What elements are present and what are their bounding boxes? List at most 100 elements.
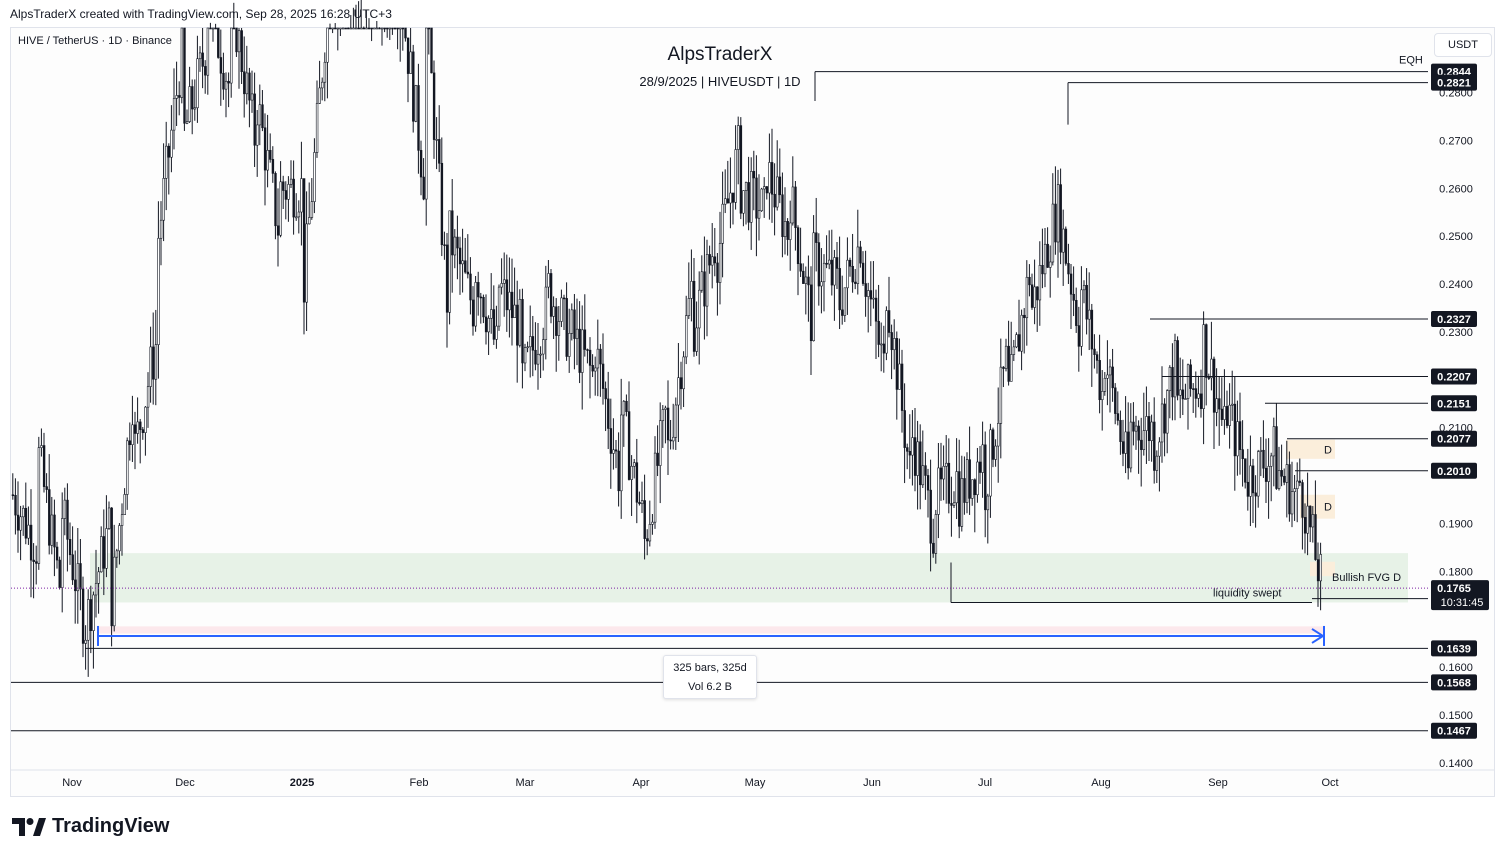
candle-body	[968, 459, 971, 499]
candle-body	[924, 465, 927, 476]
candle-body	[929, 489, 932, 544]
candle-body	[1272, 426, 1276, 457]
candle-body	[635, 462, 639, 503]
candle-body	[1116, 413, 1120, 421]
candle-body	[1101, 391, 1104, 401]
symbol-line[interactable]: HIVE / TetherUS · 1D · Binance	[18, 35, 172, 47]
candle-body	[731, 192, 735, 203]
candle-body	[222, 72, 225, 90]
candle-body	[1012, 346, 1016, 355]
candle-body	[1194, 388, 1198, 399]
candle-body	[643, 500, 646, 539]
y-tick-label: 0.1600	[1439, 662, 1473, 674]
candle-body	[851, 265, 854, 283]
price-tag-text: 0.2821	[1437, 78, 1471, 90]
candle-body	[1106, 374, 1109, 379]
candle-body	[315, 103, 319, 153]
candle-body	[562, 297, 566, 300]
candle-body	[1158, 441, 1161, 457]
candle-body	[469, 273, 472, 301]
candle-body	[900, 363, 904, 411]
candle-body	[1251, 465, 1255, 494]
candle-body	[133, 424, 137, 434]
candle-body	[279, 181, 282, 236]
candle-body	[617, 450, 620, 492]
candle-body	[1220, 408, 1224, 420]
candle-body	[1145, 416, 1148, 431]
current-price-text: 0.1765	[1437, 583, 1471, 595]
candle-body	[1228, 404, 1231, 426]
candle-body	[685, 315, 688, 358]
currency-button[interactable]: USDT	[1434, 33, 1492, 57]
candle-body	[66, 499, 69, 540]
candle-body	[253, 93, 256, 146]
candle-body	[245, 72, 249, 95]
candle-body	[898, 363, 901, 390]
candle-body	[269, 150, 272, 160]
candle-body	[690, 280, 693, 299]
candle-body	[458, 247, 462, 265]
candle-body	[1290, 491, 1294, 515]
candle-body	[1280, 470, 1283, 477]
candle-body	[1316, 559, 1320, 582]
candle-body	[869, 290, 873, 300]
candle-body	[393, 27, 397, 30]
candle-body	[440, 162, 444, 246]
candle-body	[1103, 377, 1107, 392]
candle-body	[1023, 314, 1026, 319]
candle-body	[872, 297, 875, 300]
candle-body	[40, 445, 43, 448]
candle-body	[854, 281, 857, 284]
candle-body	[305, 223, 308, 303]
candle-body	[555, 306, 558, 336]
candle-body	[952, 502, 956, 506]
candle-body	[578, 328, 581, 373]
measure-arrow-head	[1311, 628, 1325, 644]
candle-body	[1275, 426, 1278, 489]
price-tag-0.2077	[1431, 430, 1477, 447]
candle-body	[1298, 480, 1302, 483]
candle-body	[484, 316, 488, 333]
candle-body	[362, 27, 366, 30]
candle-body	[984, 444, 987, 511]
price-tag-0.2821	[1431, 74, 1477, 91]
candle-body	[1231, 403, 1234, 406]
candle-body	[1025, 276, 1029, 319]
candle-body	[375, 27, 379, 30]
candle-body	[916, 441, 919, 476]
candle-body	[1202, 324, 1205, 409]
price-tag-text: 0.1467	[1437, 726, 1471, 738]
candle-body	[373, 27, 376, 30]
candle-body	[778, 176, 782, 196]
candle-body	[1132, 421, 1135, 432]
candle-body	[726, 198, 730, 204]
candle-body	[120, 514, 124, 526]
candle-body	[599, 348, 602, 365]
candle-body	[466, 271, 470, 275]
candle-body	[1080, 289, 1083, 347]
candle-body	[1254, 492, 1257, 497]
candle-body	[1147, 416, 1151, 442]
candle-body	[846, 259, 849, 289]
candle-body	[435, 139, 438, 141]
candle-body	[965, 459, 969, 503]
y-tick-label: 0.1400	[1439, 758, 1473, 770]
candle-body	[1114, 387, 1117, 414]
candle-body	[796, 227, 800, 265]
candle-body	[170, 129, 173, 158]
fvg-zone-bullish	[1310, 561, 1335, 577]
candle-body	[1075, 299, 1078, 326]
candle-body	[448, 210, 451, 313]
candle-body	[666, 407, 670, 441]
candle-body	[661, 409, 665, 422]
candle-body	[575, 328, 579, 339]
candle-body	[744, 182, 748, 191]
tradingview-brand[interactable]: TradingView	[12, 815, 169, 838]
candle-body	[820, 281, 823, 287]
candle-body	[297, 211, 301, 218]
candle-body	[341, 27, 345, 30]
candle-body	[830, 259, 834, 286]
candle-body	[477, 282, 480, 298]
candle-body	[1111, 366, 1114, 389]
